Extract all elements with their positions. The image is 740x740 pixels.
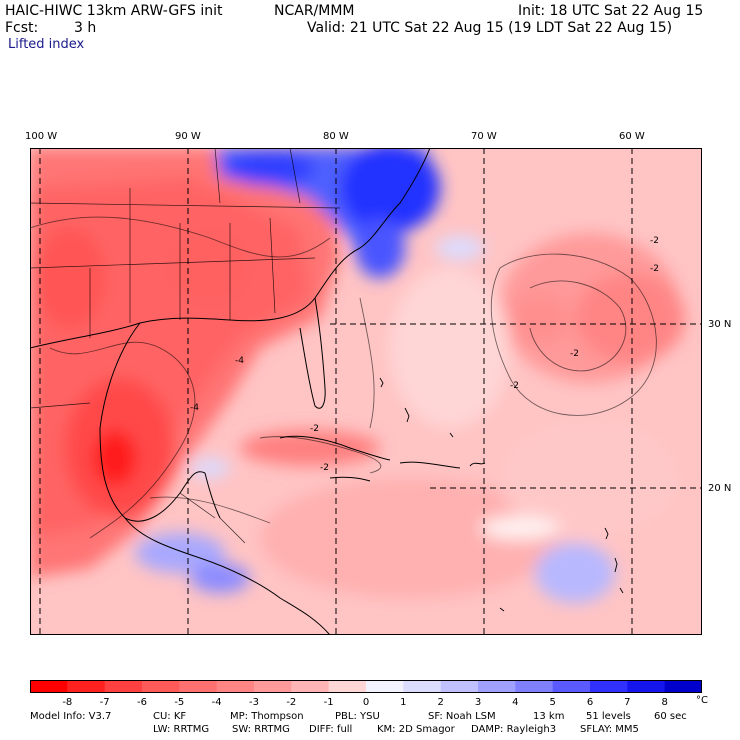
- info-damp: DAMP: Rayleigh3: [471, 724, 557, 735]
- info-lw: LW: RRTMG: [153, 724, 210, 735]
- lon-label-100w: 100 W: [25, 131, 58, 142]
- colorbar-tick-label: 7: [624, 697, 631, 708]
- colorbar-swatch: [30, 680, 68, 693]
- colorbar: [30, 680, 702, 693]
- info-mp: MP: Thompson: [230, 711, 304, 722]
- init-time: Init: 18 UTC Sat 22 Aug 15: [518, 3, 704, 19]
- info-km: KM: 2D Smagor: [377, 724, 455, 735]
- contour-label: -2: [510, 381, 519, 391]
- colorbar-tick-label: -4: [211, 697, 222, 708]
- organization: NCAR/MMM: [274, 3, 355, 19]
- info-pbl: PBL: YSU: [335, 711, 380, 722]
- colorbar-tick-label: -2: [286, 697, 297, 708]
- contour-label: -2: [310, 424, 319, 434]
- forecast-label: Fcst:: [5, 20, 39, 36]
- valid-time: Valid: 21 UTC Sat 22 Aug 15 (19 LDT Sat …: [307, 20, 673, 36]
- colorbar-swatch: [590, 680, 628, 693]
- info-sflay: SFLAY: MM5: [580, 724, 639, 735]
- info-resolution: 13 km: [533, 711, 565, 722]
- contour-lines: [30, 216, 657, 539]
- colorbar-swatch: [552, 680, 591, 693]
- lon-label-80w: 80 W: [323, 131, 349, 142]
- info-model: Model Info: V3.7: [30, 711, 112, 722]
- colorbar-swatch: [478, 680, 516, 693]
- contour-label: -2: [320, 463, 329, 473]
- info-levels: 51 levels: [586, 711, 631, 722]
- colorbar-swatch: [440, 680, 479, 693]
- contour-label: -2: [650, 236, 659, 246]
- coastlines: [30, 148, 486, 635]
- contour-label: -2: [650, 264, 659, 274]
- model-title: HAIC-HIWC 13km ARW-GFS init: [5, 3, 223, 19]
- info-timestep: 60 sec: [654, 711, 687, 722]
- colorbar-swatch: [328, 680, 367, 693]
- info-sw: SW: RRTMG: [232, 724, 290, 735]
- info-sf: SF: Noah LSM: [428, 711, 496, 722]
- colorbar-tick-label: -6: [137, 697, 147, 708]
- lon-label-60w: 60 W: [619, 131, 645, 142]
- colorbar-unit: °C: [696, 695, 708, 706]
- lon-label-90w: 90 W: [175, 131, 201, 142]
- colorbar-tick-label: 6: [586, 697, 594, 708]
- lat-label-30n: 30 N: [708, 319, 732, 330]
- colorbar-border: [30, 680, 702, 693]
- colorbar-tick-label: -1: [323, 697, 334, 708]
- colorbar-swatch: [142, 680, 180, 693]
- info-cu: CU: KF: [153, 711, 187, 722]
- colorbar-tick-label: -3: [249, 697, 259, 708]
- colorbar-tick-label: 1: [400, 697, 407, 708]
- colorbar-swatch: [291, 680, 330, 693]
- colorbar-swatch: [254, 680, 292, 693]
- map-border: [30, 148, 702, 635]
- lat-label-20n: 20 N: [708, 483, 732, 494]
- colorbar-swatch: [515, 680, 554, 693]
- colorbar-swatch: [403, 680, 442, 693]
- colorbar-swatch: [216, 680, 255, 693]
- colorbar-tick-label: 4: [512, 697, 519, 708]
- colorbar-tick-label: -7: [99, 697, 110, 708]
- colorbar-swatch: [366, 680, 404, 693]
- colorbar-tick-label: 3: [474, 697, 482, 708]
- info-diff: DIFF: full: [309, 724, 353, 735]
- colorbar-swatch: [104, 680, 143, 693]
- contour-label: -4: [190, 403, 199, 413]
- forecast-hour: 3 h: [74, 20, 97, 36]
- lifted-index-map: -2 -2 -2 -2 -4 -4 -2 -2: [30, 148, 702, 635]
- colorbar-swatch: [664, 680, 702, 693]
- colorbar-tick-label: 2: [437, 697, 444, 708]
- state-borders: [30, 148, 341, 544]
- contour-label-group: -2 -2 -2 -2 -4 -4 -2 -2: [190, 236, 659, 473]
- colorbar-tick-label: -8: [62, 697, 73, 708]
- contour-label: -2: [570, 349, 579, 359]
- field-name: Lifted index: [8, 37, 85, 52]
- field-shading: [30, 148, 685, 603]
- lon-label-70w: 70 W: [471, 131, 497, 142]
- colorbar-swatch: [67, 680, 106, 693]
- contour-label: -4: [235, 356, 244, 366]
- colorbar-tick-label: 5: [549, 697, 556, 708]
- islands: [379, 377, 624, 612]
- graticule: [39, 148, 702, 635]
- colorbar-tick-label: 8: [661, 697, 668, 708]
- colorbar-swatch: [627, 680, 666, 693]
- colorbar-swatch: [179, 680, 218, 693]
- colorbar-tick-label: 0: [362, 697, 370, 708]
- colorbar-tick-label: -5: [174, 697, 185, 708]
